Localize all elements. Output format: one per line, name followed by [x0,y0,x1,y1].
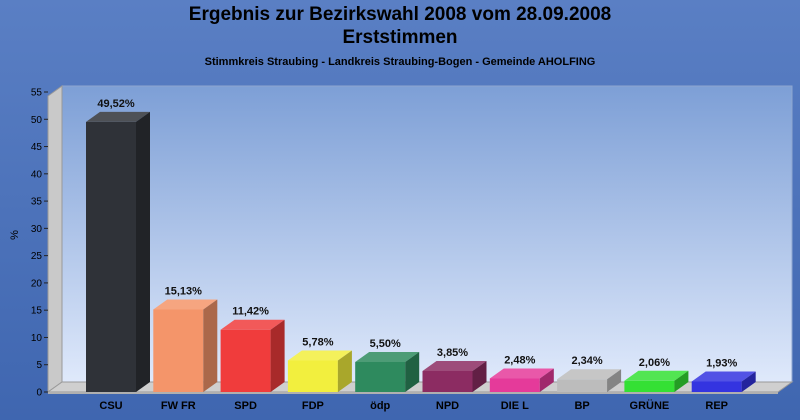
y-tick-label: 45 [31,142,43,153]
bar-top [86,111,150,122]
bar-top [422,361,487,371]
bar-side [607,369,622,392]
bar-top [287,350,352,361]
x-tick-label: FDP [302,400,324,412]
bar-front [355,362,406,392]
bar-top [220,319,285,330]
bar-front [220,329,271,392]
bar-front [557,379,608,392]
bar-top [153,299,218,310]
bar-top [355,352,420,362]
y-tick-label: 5 [36,360,42,371]
bar-side [270,319,285,392]
x-tick-label: SPD [234,400,257,412]
bar-0 [86,111,150,393]
bar-4 [355,352,420,392]
plot-side-wall [47,85,63,393]
bar-5 [422,361,487,392]
bar-value-label: 2,34% [571,355,602,367]
x-tick-label: CSU [99,400,122,412]
x-tick-label: BP [574,400,589,412]
bar-front [691,381,742,392]
bar-front [287,360,338,392]
y-tick-label: 15 [31,306,43,317]
bar-8 [624,370,689,392]
bar-top [489,368,554,379]
bar-value-label: 49,52% [97,98,135,110]
bar-top [624,370,689,381]
bar-front [86,121,136,393]
bar-value-label: 3,85% [437,347,468,359]
bar-value-label: 5,50% [370,338,401,350]
bar-top [557,369,622,380]
x-tick-label: NPD [436,400,459,412]
y-tick-label: 50 [31,115,43,126]
plot-floor-edge [48,392,778,394]
bar-2 [220,319,285,392]
y-tick-label: 10 [31,333,43,344]
y-tick-label: 35 [31,197,43,208]
bar-9 [691,371,756,392]
x-tick-label: GRÜNE [630,399,670,412]
y-tick-label: 40 [31,169,43,180]
bar-7 [557,369,622,392]
x-tick-label: DIE L [501,400,529,412]
bar-value-label: 1,93% [706,357,737,369]
x-tick-label: REP [705,400,728,412]
bar-value-label: 11,42% [232,306,269,318]
y-tick-label: 0 [36,388,42,399]
bar-value-label: 2,06% [639,357,670,369]
bar-1 [153,299,218,392]
bar-side [674,370,689,392]
y-tick-label: 30 [31,224,43,235]
bar-front [624,380,675,392]
bar-front [422,371,473,392]
bar-3 [287,350,352,392]
x-tick-label: ödp [370,400,390,412]
y-axis-label: % [9,230,21,240]
bar-side [337,350,352,392]
y-tick-label: 25 [31,251,43,262]
bar-front [489,378,540,392]
chart-title: Ergebnis zur Bezirkswahl 2008 vom 28.09.… [188,4,612,48]
chart-subtitle: Stimmkreis Straubing - Landkreis Straubi… [204,56,596,68]
bar-value-label: 5,78% [302,336,333,348]
bar-top [691,371,756,382]
bar-side [539,368,554,392]
bar-side [203,299,218,392]
bar-value-label: 2,48% [504,354,535,366]
y-tick-label: 20 [31,278,43,289]
bar-side [136,111,150,393]
bar-side [405,352,420,392]
bar-front [153,309,204,392]
y-tick-label: 55 [31,88,43,99]
x-tick-label: FW FR [161,400,196,412]
bar-6 [489,368,554,392]
bar-value-label: 15,13% [165,285,203,297]
bar-side [741,371,756,392]
bar-side [472,361,487,392]
